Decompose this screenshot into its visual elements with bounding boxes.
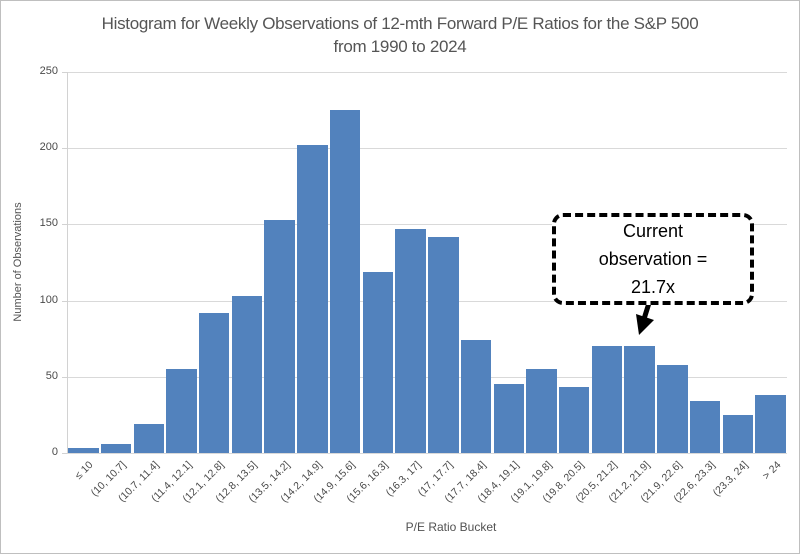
bar	[624, 346, 655, 453]
chart-title-line2: from 1990 to 2024	[333, 37, 467, 56]
chart-title: Histogram for Weekly Observations of 12-…	[1, 12, 799, 58]
bar	[231, 296, 263, 453]
bar	[395, 228, 426, 453]
y-tick-mark	[62, 376, 67, 378]
bar	[722, 414, 754, 453]
bar	[199, 312, 230, 453]
bar	[264, 219, 295, 453]
bar	[526, 369, 557, 453]
bar	[689, 401, 721, 453]
annotation-arrow-icon	[636, 302, 654, 335]
gridline	[67, 148, 787, 150]
chart-title-line1: Histogram for Weekly Observations of 12-…	[101, 14, 699, 33]
x-axis-title-text: P/E Ratio Bucket	[405, 520, 497, 534]
bar	[591, 346, 623, 453]
y-tick-label: 0	[51, 446, 58, 458]
y-tick-mark	[62, 148, 67, 150]
y-tick-mark	[62, 453, 67, 454]
y-axis-title: Number of Observations	[12, 202, 24, 322]
gridline	[67, 376, 787, 378]
bar	[428, 236, 459, 453]
bar	[460, 340, 492, 453]
y-tick-label: 200	[39, 141, 58, 154]
y-tick-label: 150	[39, 217, 58, 230]
y-axis-line	[67, 72, 68, 453]
y-tick-label: 100	[39, 293, 58, 306]
bar	[133, 424, 164, 453]
annotation-line1: Current	[622, 221, 684, 241]
bar	[329, 110, 361, 453]
y-tick-mark	[62, 224, 67, 226]
bar	[166, 369, 197, 453]
annotation-line2: observation =	[598, 249, 708, 269]
y-tick-label: 50	[45, 369, 58, 382]
x-axis-line	[67, 453, 787, 454]
gridline	[67, 224, 787, 226]
bar	[657, 364, 688, 453]
bar	[100, 443, 132, 453]
x-axis-title: P/E Ratio Bucket	[67, 520, 799, 534]
bar	[559, 387, 590, 453]
y-tick-label: 250	[39, 65, 58, 77]
bar	[493, 384, 524, 453]
bar	[362, 271, 394, 453]
annotation-line3: 21.7x	[630, 277, 676, 297]
bar	[755, 395, 786, 453]
annotation-callout: Current observation = 21.7x	[552, 213, 754, 305]
gridline	[67, 72, 787, 73]
bar	[297, 145, 328, 453]
y-tick-mark	[62, 300, 67, 302]
y-tick-mark	[62, 72, 67, 73]
bar	[68, 448, 99, 453]
gridline	[67, 300, 787, 302]
